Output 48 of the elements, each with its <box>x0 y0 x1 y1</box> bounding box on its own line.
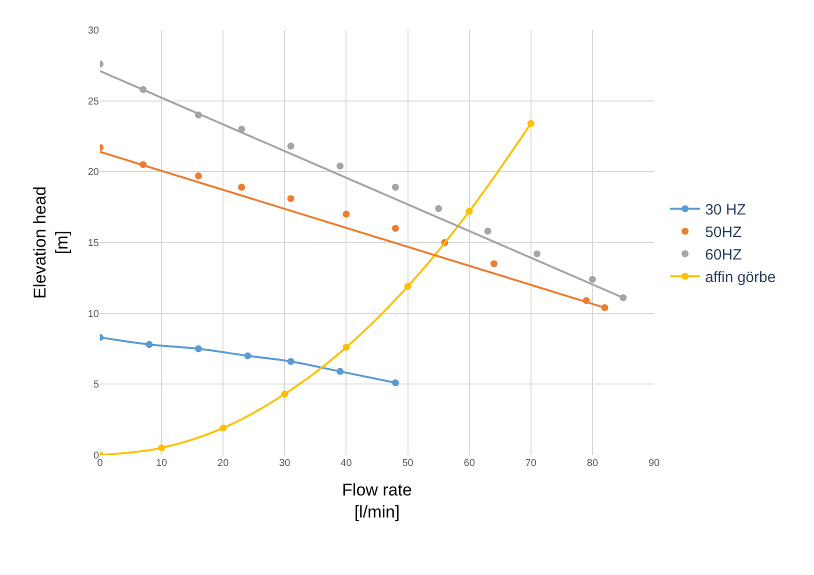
point <box>527 120 534 127</box>
legend-label: 60HZ <box>705 246 742 264</box>
point <box>281 390 288 398</box>
point <box>466 208 473 215</box>
x-axis-title: Flow rate [l/min] <box>342 480 412 522</box>
point <box>287 195 294 202</box>
y-tick-label: 15 <box>88 238 100 249</box>
y-axis-title: Elevation head [m] <box>30 186 72 299</box>
point <box>392 224 399 232</box>
point <box>244 352 252 360</box>
x-tick-label: 80 <box>586 458 598 469</box>
legend-label: 50HZ <box>705 224 742 242</box>
x-tick-label: 10 <box>156 458 168 469</box>
point <box>194 345 202 352</box>
point <box>534 250 541 258</box>
point <box>287 358 294 365</box>
point <box>238 184 246 191</box>
point <box>342 210 350 218</box>
y-tick-label: 20 <box>88 167 100 178</box>
point <box>146 341 153 348</box>
y-tick-label: 30 <box>88 26 100 36</box>
y-tick-label: 10 <box>88 308 100 320</box>
point <box>490 260 498 268</box>
y-tick-label: 0 <box>93 450 100 462</box>
point <box>404 282 412 290</box>
point <box>435 205 442 212</box>
legend-label: 30 HZ <box>705 202 746 219</box>
point <box>392 184 399 191</box>
point <box>336 162 344 170</box>
x-tick-label: 70 <box>525 458 537 469</box>
x-tick-label: 30 <box>279 458 291 469</box>
point <box>588 276 596 283</box>
point <box>287 142 294 150</box>
point <box>484 228 492 235</box>
x-tick-label: 20 <box>218 458 230 469</box>
point <box>392 379 399 386</box>
point <box>342 344 350 351</box>
point <box>336 368 344 375</box>
legend-label: affin görbe <box>705 269 776 286</box>
x-tick-label: 40 <box>340 458 352 469</box>
point <box>158 444 166 452</box>
y-tick-label: 25 <box>88 96 100 108</box>
x-tick-label: 90 <box>648 458 660 469</box>
x-tick-label: 50 <box>402 458 414 469</box>
point <box>194 172 202 180</box>
y-tick-label: 5 <box>93 380 100 391</box>
x-tick-label: 60 <box>464 458 476 469</box>
point <box>220 424 227 432</box>
